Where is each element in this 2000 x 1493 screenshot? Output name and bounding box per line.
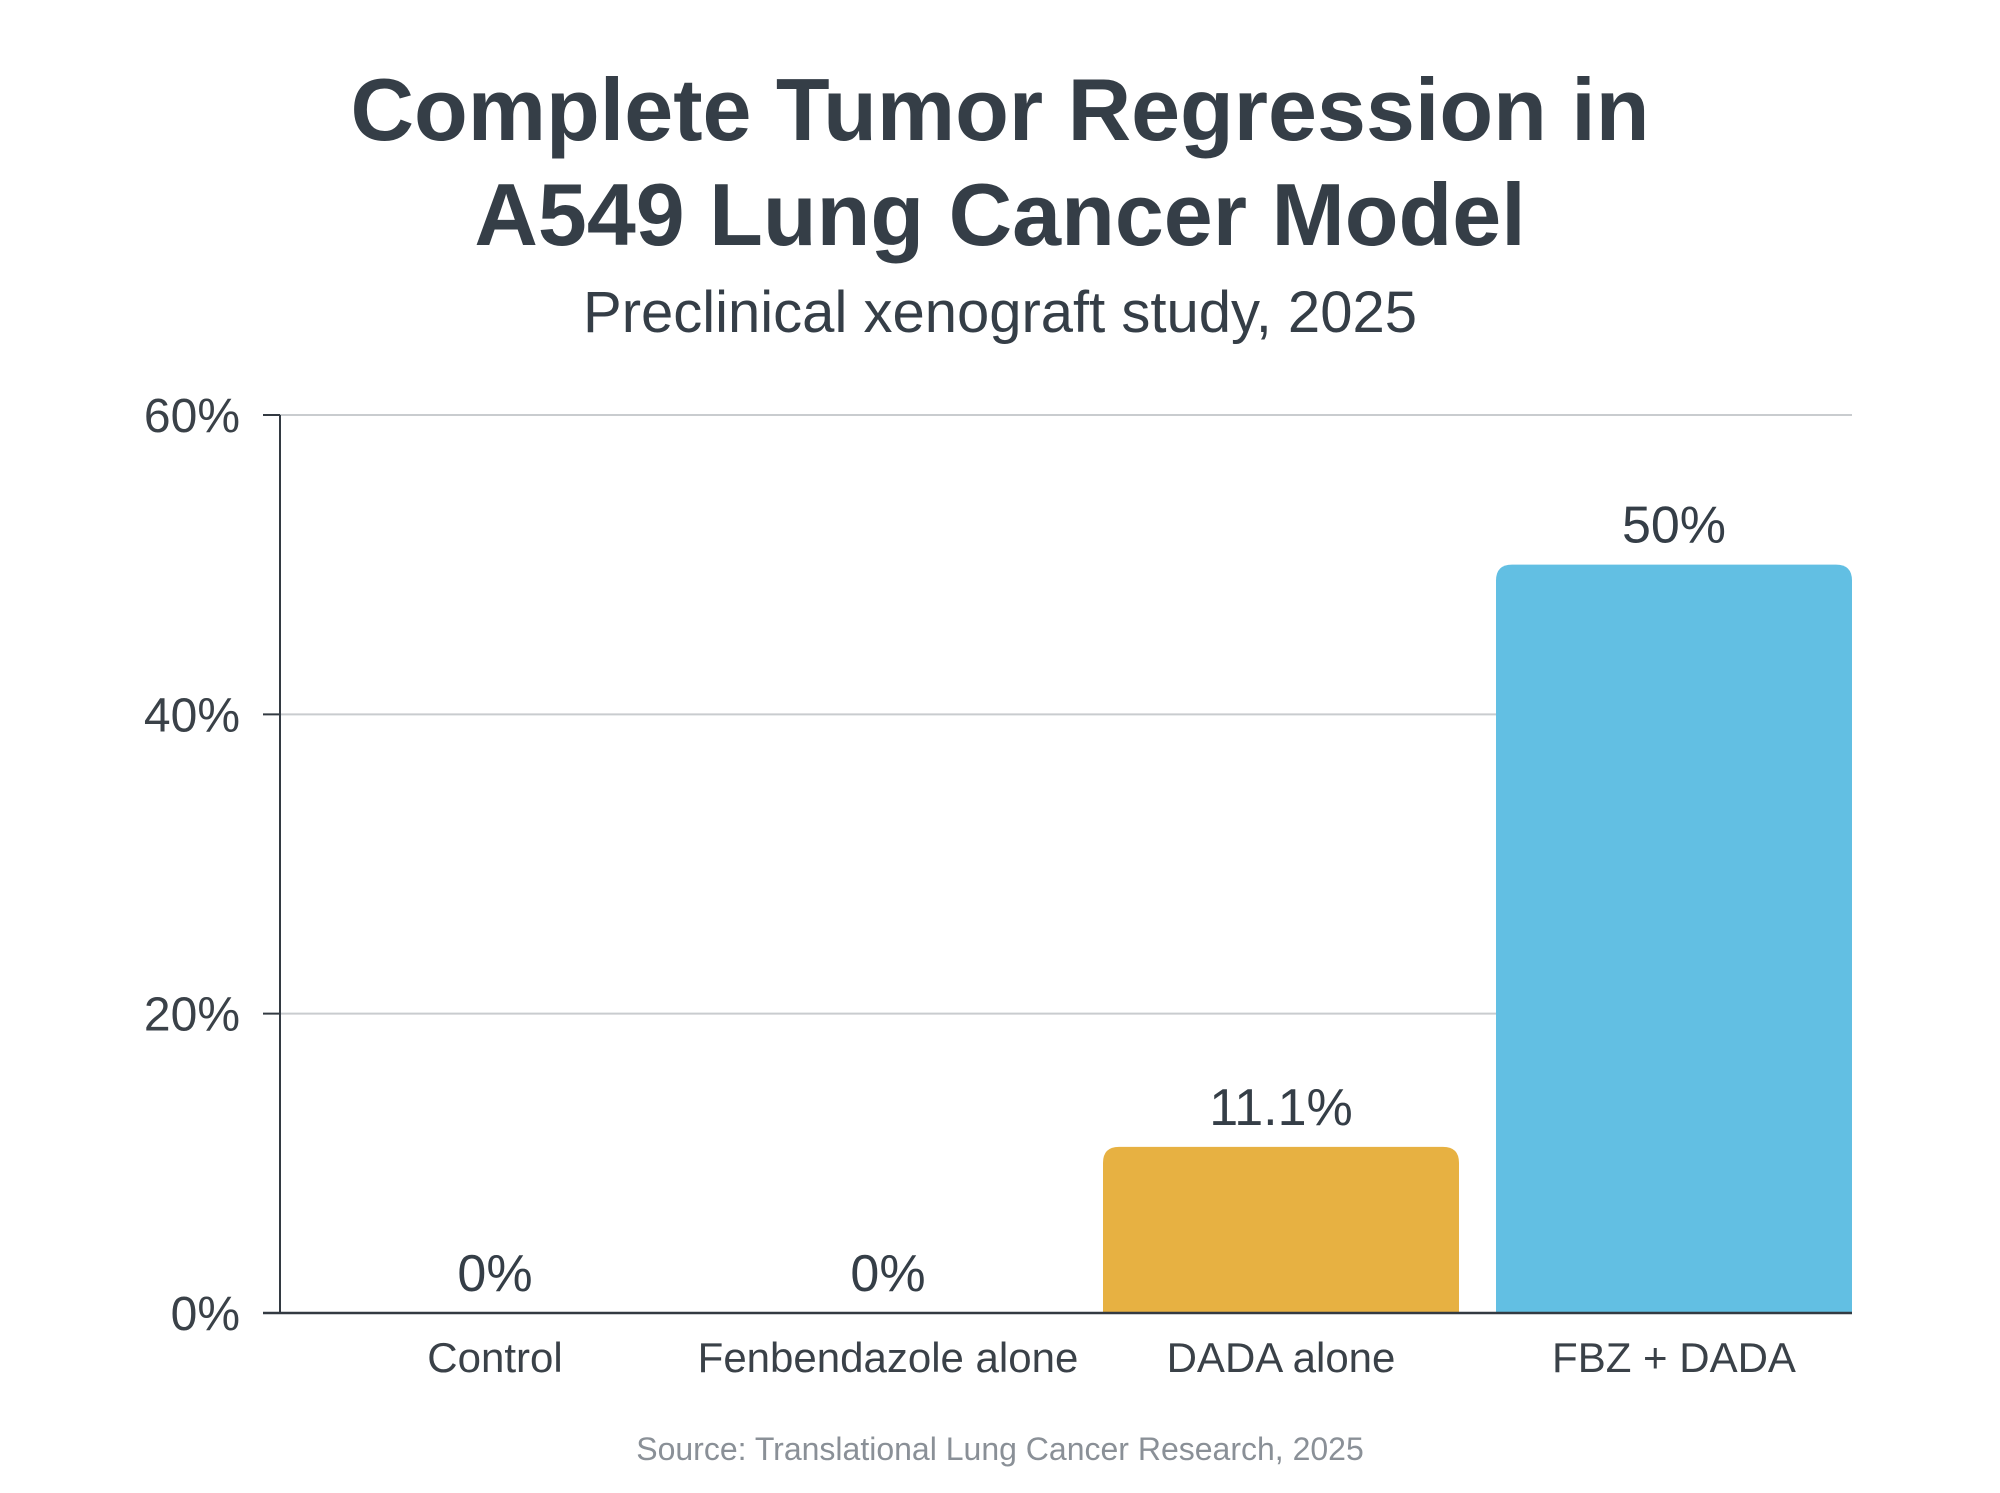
y-tick-label: 60% <box>144 390 240 443</box>
y-tick-label: 20% <box>144 989 240 1042</box>
chart-title-line-2: A549 Lung Cancer Model <box>474 165 1525 264</box>
bar-value-label: 0% <box>850 1245 925 1303</box>
y-axis: 0% 20% 40% 60% <box>144 390 281 1341</box>
x-category-label: Fenbendazole alone <box>698 1334 1079 1381</box>
bar-value-label: 0% <box>457 1245 532 1303</box>
x-category-label: Control <box>427 1334 562 1381</box>
x-category-label: DADA alone <box>1167 1334 1396 1381</box>
y-tick-label: 40% <box>144 689 240 742</box>
chart-header: Complete Tumor Regression in A549 Lung C… <box>351 60 1650 345</box>
x-category-label: FBZ + DADA <box>1552 1334 1796 1381</box>
bar-value-label: 11.1% <box>1209 1079 1353 1137</box>
value-labels: 0% 0% 11.1% 50% <box>457 497 1726 1303</box>
x-axis: Control Fenbendazole alone DADA alone FBZ +… <box>263 1311 1852 1381</box>
y-tick-label: 0% <box>171 1288 240 1341</box>
bar <box>1103 1146 1459 1313</box>
chart-title-line-1: Complete Tumor Regression in <box>351 60 1650 159</box>
chart-subtitle: Preclinical xenograft study, 2025 <box>583 280 1417 345</box>
bars <box>1103 564 1852 1313</box>
bar <box>1496 564 1852 1313</box>
bar-value-label: 50% <box>1622 497 1726 555</box>
chart-source: Source: Translational Lung Cancer Resear… <box>636 1431 1364 1467</box>
